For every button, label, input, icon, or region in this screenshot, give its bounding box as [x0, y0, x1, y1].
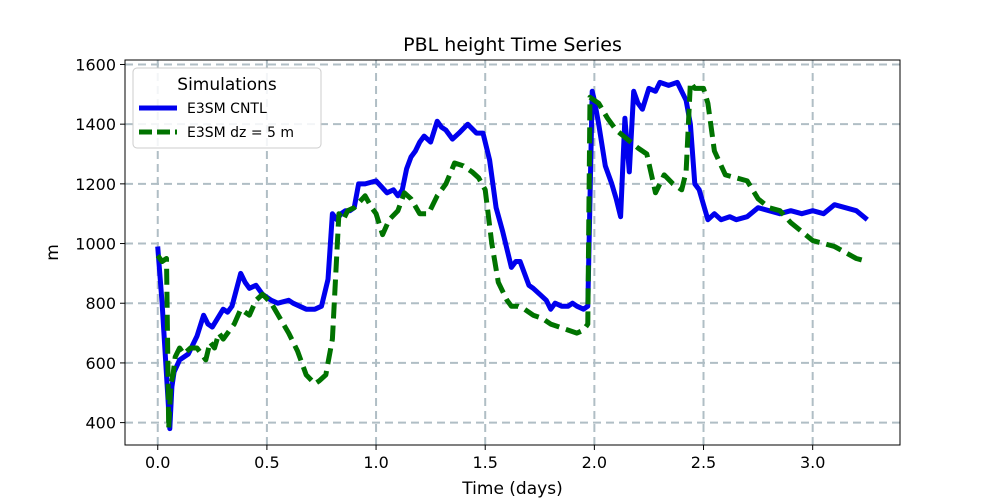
x-tick-label: 0.0 — [145, 453, 170, 472]
legend-label-2: E3SM dz = 5 m — [187, 125, 294, 141]
axis-ticks: 0.0 0.5 1.0 1.5 2.0 2.5 3.0 400 600 800 1000 1200 14… — [75, 55, 825, 472]
x-tick-label: 3.0 — [800, 453, 825, 472]
x-tick-label: 0.5 — [254, 453, 279, 472]
y-tick-label: 400 — [85, 414, 116, 433]
series-line-2 — [155, 79, 868, 432]
legend-entries: E3SM CNTL E3SM dz = 5 m — [139, 101, 294, 141]
y-tick-label: 1000 — [75, 235, 116, 254]
x-tick-label: 2.0 — [582, 453, 607, 472]
x-axis-label: Time (days) — [461, 479, 562, 499]
legend-box — [132, 67, 322, 149]
legend: Simulations E3SM CNTL E3SM dz = 5 m — [132, 67, 322, 149]
legend-label-1: E3SM CNTL — [187, 101, 267, 117]
chart-title: PBL height Time Series — [403, 34, 622, 56]
y-axis-label: m — [43, 244, 63, 261]
y-tick-label: 1200 — [75, 175, 116, 194]
x-tick-label: 2.5 — [691, 453, 716, 472]
y-tick-label: 600 — [85, 354, 116, 373]
plot-area — [155, 79, 869, 432]
legend-title: Simulations — [177, 75, 277, 95]
y-tick-label: 1600 — [75, 55, 116, 74]
y-tick-label: 800 — [85, 294, 116, 313]
y-tick-label: 1400 — [75, 115, 116, 134]
x-tick-label: 1.5 — [472, 453, 497, 472]
x-tick-label: 1.0 — [363, 453, 388, 472]
plot-frame — [124, 59, 901, 446]
